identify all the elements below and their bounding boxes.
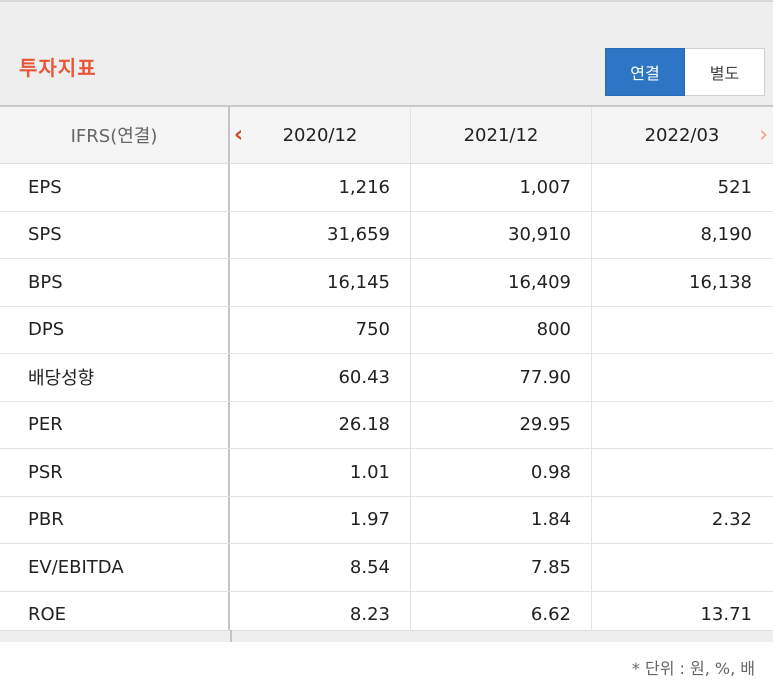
value-cell: 30,910	[411, 211, 592, 258]
value-cell: 77.90	[411, 354, 592, 401]
row-label: BPS	[0, 259, 230, 306]
row-label: DPS	[0, 306, 230, 353]
value-cell: 16,138	[689, 271, 752, 293]
table-row: PSR 1.01 0.98	[0, 449, 773, 497]
period-label: 2021/12	[463, 124, 539, 146]
table-header-row: IFRS(연결) ‹ 2020/12 2021/12 2022/03 ›	[0, 107, 773, 164]
unit-note: * 단위 : 원, %, 배	[631, 659, 755, 678]
value-cell: 750	[230, 306, 411, 353]
row-label: PER	[0, 401, 230, 448]
divider	[230, 630, 232, 642]
value-cell: 16,409	[411, 259, 592, 306]
period-header: ‹ 2020/12	[230, 107, 411, 163]
value-cell: 60.43	[230, 354, 411, 401]
value-cell	[592, 402, 772, 449]
table-row: BPS 16,145 16,409 16,138	[0, 259, 773, 307]
table-row: DPS 750 800	[0, 306, 773, 354]
value-cell: 1,007	[411, 164, 592, 211]
value-cell	[592, 307, 772, 354]
value-cell: 0.98	[411, 449, 592, 496]
value-cell: 31,659	[230, 211, 411, 258]
toggle-separate-button[interactable]: 별도	[685, 48, 765, 96]
value-cell: 26.18	[230, 401, 411, 448]
toggle-consolidated-button[interactable]: 연결	[605, 48, 685, 96]
table-footer-bar	[0, 630, 773, 642]
value-cell: 1.84	[411, 496, 592, 543]
table-row: PBR 1.97 1.84 2.32	[0, 496, 773, 544]
period-label: 2020/12	[282, 124, 358, 146]
value-cell: 8.54	[230, 544, 411, 591]
row-label: EV/EBITDA	[0, 544, 230, 591]
value-cell: 8,190	[700, 224, 752, 246]
table-row: 배당성향 60.43 77.90	[0, 354, 773, 402]
value-cell: 2.32	[711, 509, 752, 531]
row-label: EPS	[0, 164, 230, 211]
ifrs-header-label: IFRS(연결)	[0, 107, 230, 163]
prev-period-icon[interactable]: ‹	[234, 122, 244, 148]
table-row: PER 26.18 29.95	[0, 401, 773, 449]
value-cell: 6.62	[411, 591, 592, 638]
row-label: PSR	[0, 449, 230, 496]
value-cell: 521	[717, 176, 752, 198]
value-cell	[592, 449, 772, 496]
value-cell: 800	[411, 306, 592, 353]
value-cell: 8.23	[230, 591, 411, 638]
next-period-icon[interactable]: ›	[759, 122, 768, 148]
table-row: EPS 1,216 1,007 521	[0, 164, 773, 212]
period-header: 2021/12	[411, 107, 592, 163]
table-row: EV/EBITDA 8.54 7.85	[0, 544, 773, 592]
row-label: 배당성향	[0, 354, 230, 401]
section-title: 투자지표	[19, 56, 97, 80]
value-cell: 1.97	[230, 496, 411, 543]
value-cell: 1,216	[230, 164, 411, 211]
period-label: 2022/03	[644, 124, 720, 146]
value-cell: 29.95	[411, 401, 592, 448]
table-row: SPS 31,659 30,910 8,190	[0, 211, 773, 259]
row-label: SPS	[0, 211, 230, 258]
consolidation-toggle: 연결 별도	[605, 48, 765, 96]
value-cell: 16,145	[230, 259, 411, 306]
section-header: 투자지표 연결 별도	[0, 0, 773, 105]
value-cell	[592, 354, 772, 401]
row-label: PBR	[0, 496, 230, 543]
indicator-table: IFRS(연결) ‹ 2020/12 2021/12 2022/03 › EPS…	[0, 105, 773, 639]
period-header: 2022/03 ›	[592, 107, 772, 163]
row-label: ROE	[0, 591, 230, 638]
value-cell: 13.71	[700, 604, 752, 626]
value-cell: 1.01	[230, 449, 411, 496]
value-cell	[592, 544, 772, 591]
value-cell: 7.85	[411, 544, 592, 591]
